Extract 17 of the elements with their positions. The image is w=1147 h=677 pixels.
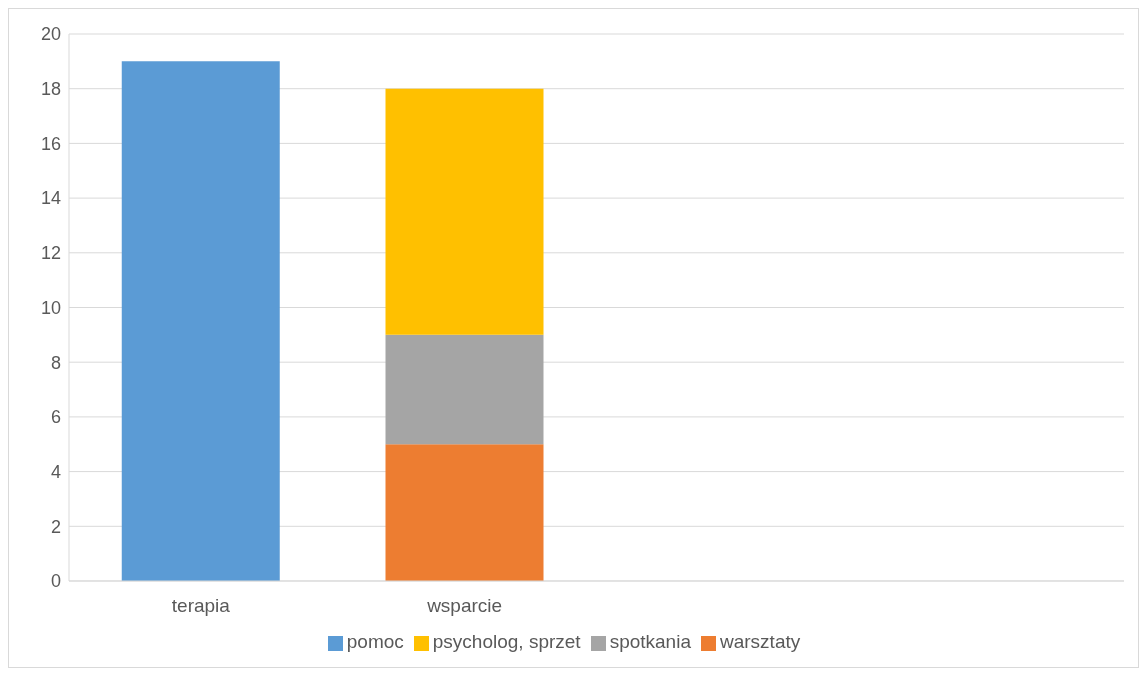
y-tick-label: 0: [50, 571, 61, 592]
legend-label: pomoc: [346, 631, 404, 652]
legend-label: spotkania: [609, 631, 691, 652]
y-tick-label: 12: [40, 243, 61, 264]
legend-label: psycholog, sprzet: [432, 631, 581, 652]
y-tick-label: 16: [40, 133, 61, 154]
x-tick-label: wsparcie: [426, 595, 503, 617]
y-tick-label: 6: [50, 407, 61, 428]
legend-label: warsztaty: [719, 631, 801, 652]
y-tick-label: 8: [50, 352, 61, 373]
y-tick-label: 2: [50, 516, 61, 537]
y-tick-label: 10: [40, 297, 61, 318]
y-tick-label: 4: [50, 461, 61, 482]
y-tick-label: 20: [40, 24, 61, 45]
y-tick-label: 14: [40, 188, 61, 209]
y-tick-label: 18: [40, 79, 61, 100]
x-tick-label: terapia: [171, 595, 231, 617]
